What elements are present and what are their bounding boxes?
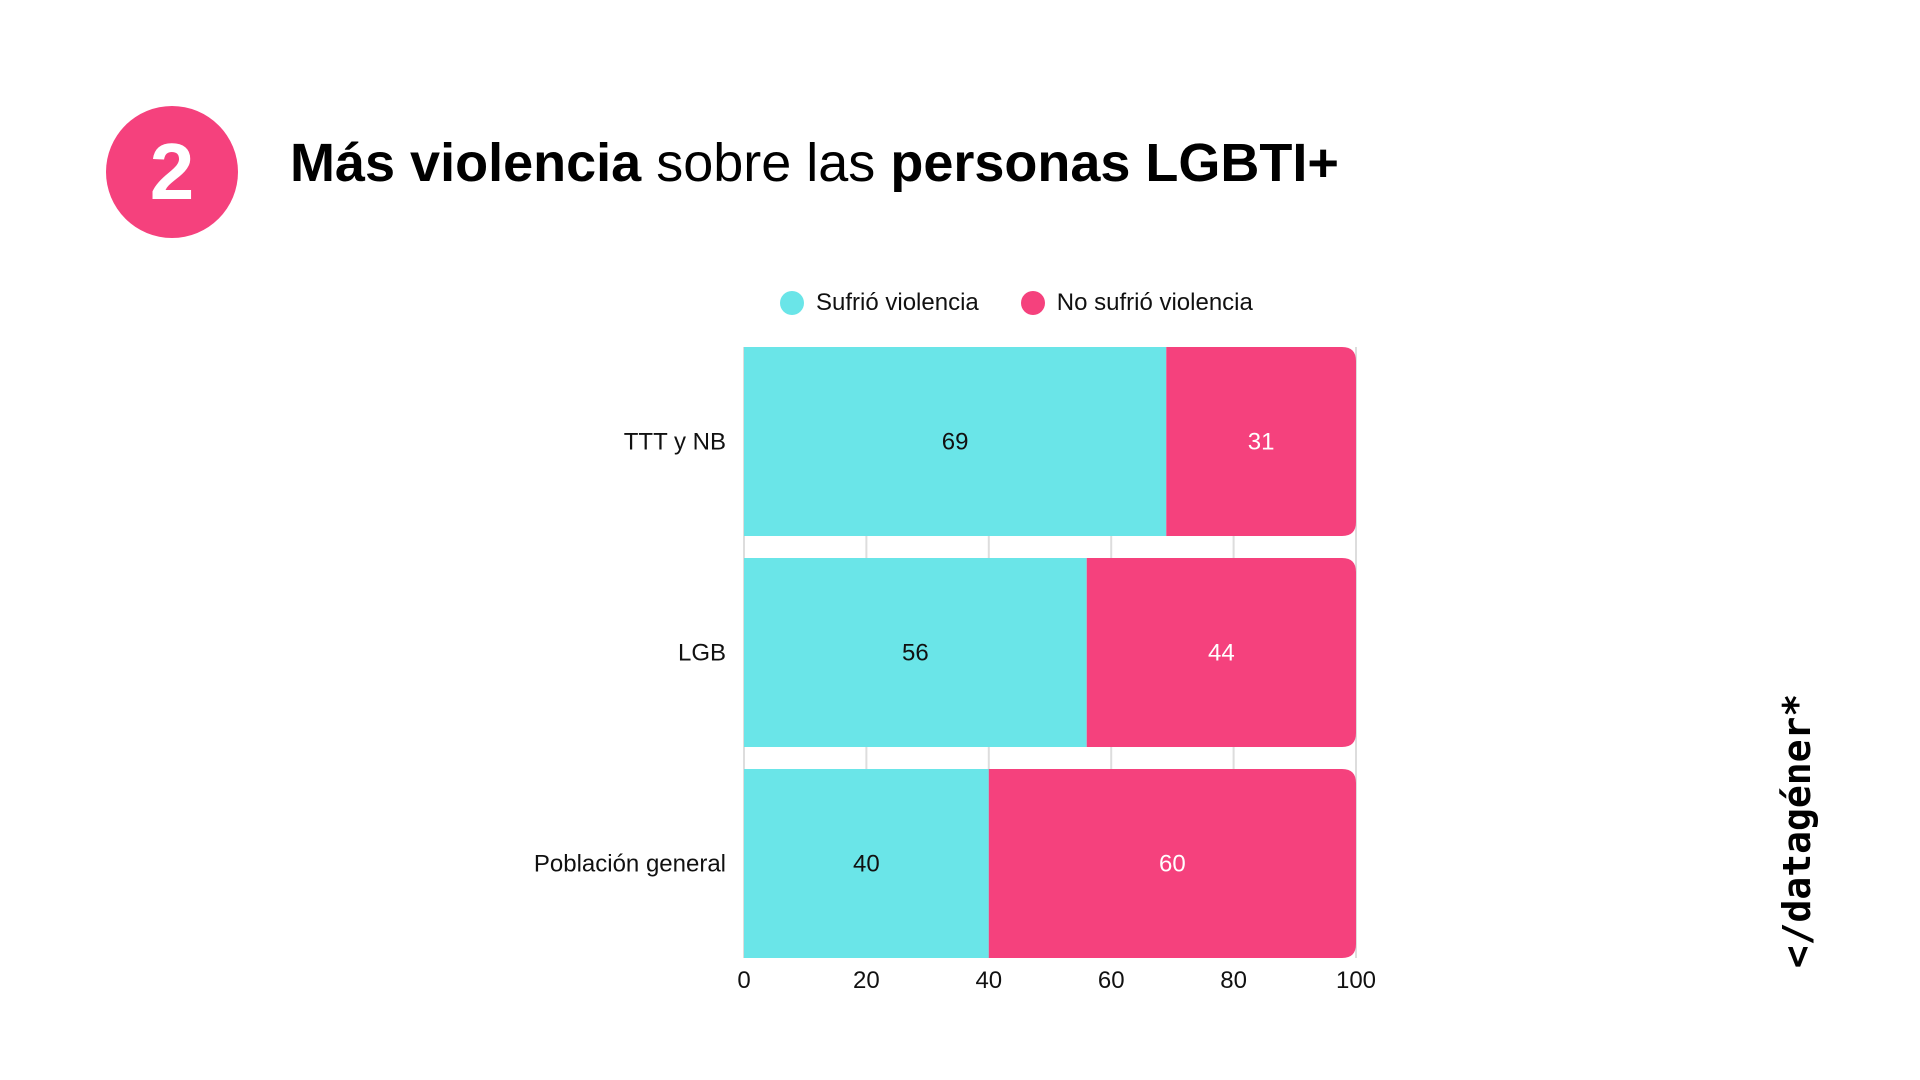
bar-segment [1086, 558, 1356, 747]
bar-segment [744, 769, 989, 958]
title-part-bold-1: Más violencia [290, 133, 642, 193]
datagener-logo: </datagéner* [1775, 693, 1819, 969]
bar-segment [1166, 347, 1356, 536]
bar-value-label: 40 [853, 851, 880, 878]
legend-swatch-no-sufrio [1020, 291, 1045, 315]
legend-item-sufrio: Sufrió violencia [780, 289, 979, 317]
bar-segment [988, 769, 1356, 958]
category-label: LGB [678, 640, 726, 667]
page-title: Más violencia sobre las personas LGBTI+ [290, 132, 1339, 194]
bar-segment [744, 558, 1087, 747]
x-tick-label: 0 [737, 967, 750, 994]
bar-value-label: 60 [1159, 851, 1186, 878]
x-tick-label: 100 [1336, 967, 1376, 994]
bar-value-label: 44 [1208, 640, 1235, 667]
bar-value-label: 56 [902, 640, 929, 667]
x-tick-label: 20 [853, 967, 880, 994]
x-tick-label: 40 [975, 967, 1002, 994]
chart-bars: 69 31 56 44 40 60 [744, 347, 1356, 958]
category-label: Población general [534, 851, 726, 878]
x-tick-label: 60 [1098, 967, 1125, 994]
category-label: TTT y NB [624, 429, 726, 456]
x-tick-label: 80 [1220, 967, 1247, 994]
category-labels: TTT y NB LGB Población general [534, 429, 726, 878]
bar-value-label: 69 [942, 429, 969, 456]
section-number-badge: 2 [106, 106, 238, 238]
legend-label-no-sufrio: No sufrió violencia [1056, 289, 1253, 316]
x-axis-ticks: 0 20 40 60 80 100 [737, 967, 1376, 994]
legend-label-sufrio: Sufrió violencia [816, 289, 979, 316]
title-part-regular: sobre las [656, 133, 876, 193]
bar-value-label: 31 [1248, 429, 1275, 456]
legend-swatch-sufrio [780, 291, 804, 315]
bar-segment [744, 347, 1167, 536]
section-number: 2 [149, 127, 195, 216]
title-part-bold-2: personas LGBTI+ [890, 133, 1339, 193]
chart-gridlines [743, 347, 1357, 958]
legend-item-no-sufrio: No sufrió violencia [1020, 289, 1253, 317]
chart-legend: Sufrió violencia No sufrió violencia [780, 288, 1295, 318]
